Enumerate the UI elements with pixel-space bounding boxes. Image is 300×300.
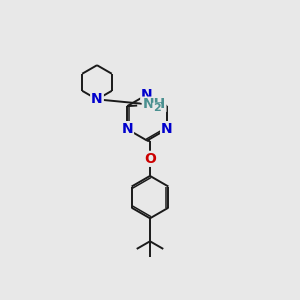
Text: NH: NH (142, 98, 166, 111)
Text: N: N (161, 122, 173, 136)
Text: 2: 2 (153, 103, 160, 113)
Text: O: O (144, 152, 156, 166)
Text: N: N (91, 92, 103, 106)
Text: N: N (141, 88, 153, 102)
Text: N: N (122, 122, 133, 136)
